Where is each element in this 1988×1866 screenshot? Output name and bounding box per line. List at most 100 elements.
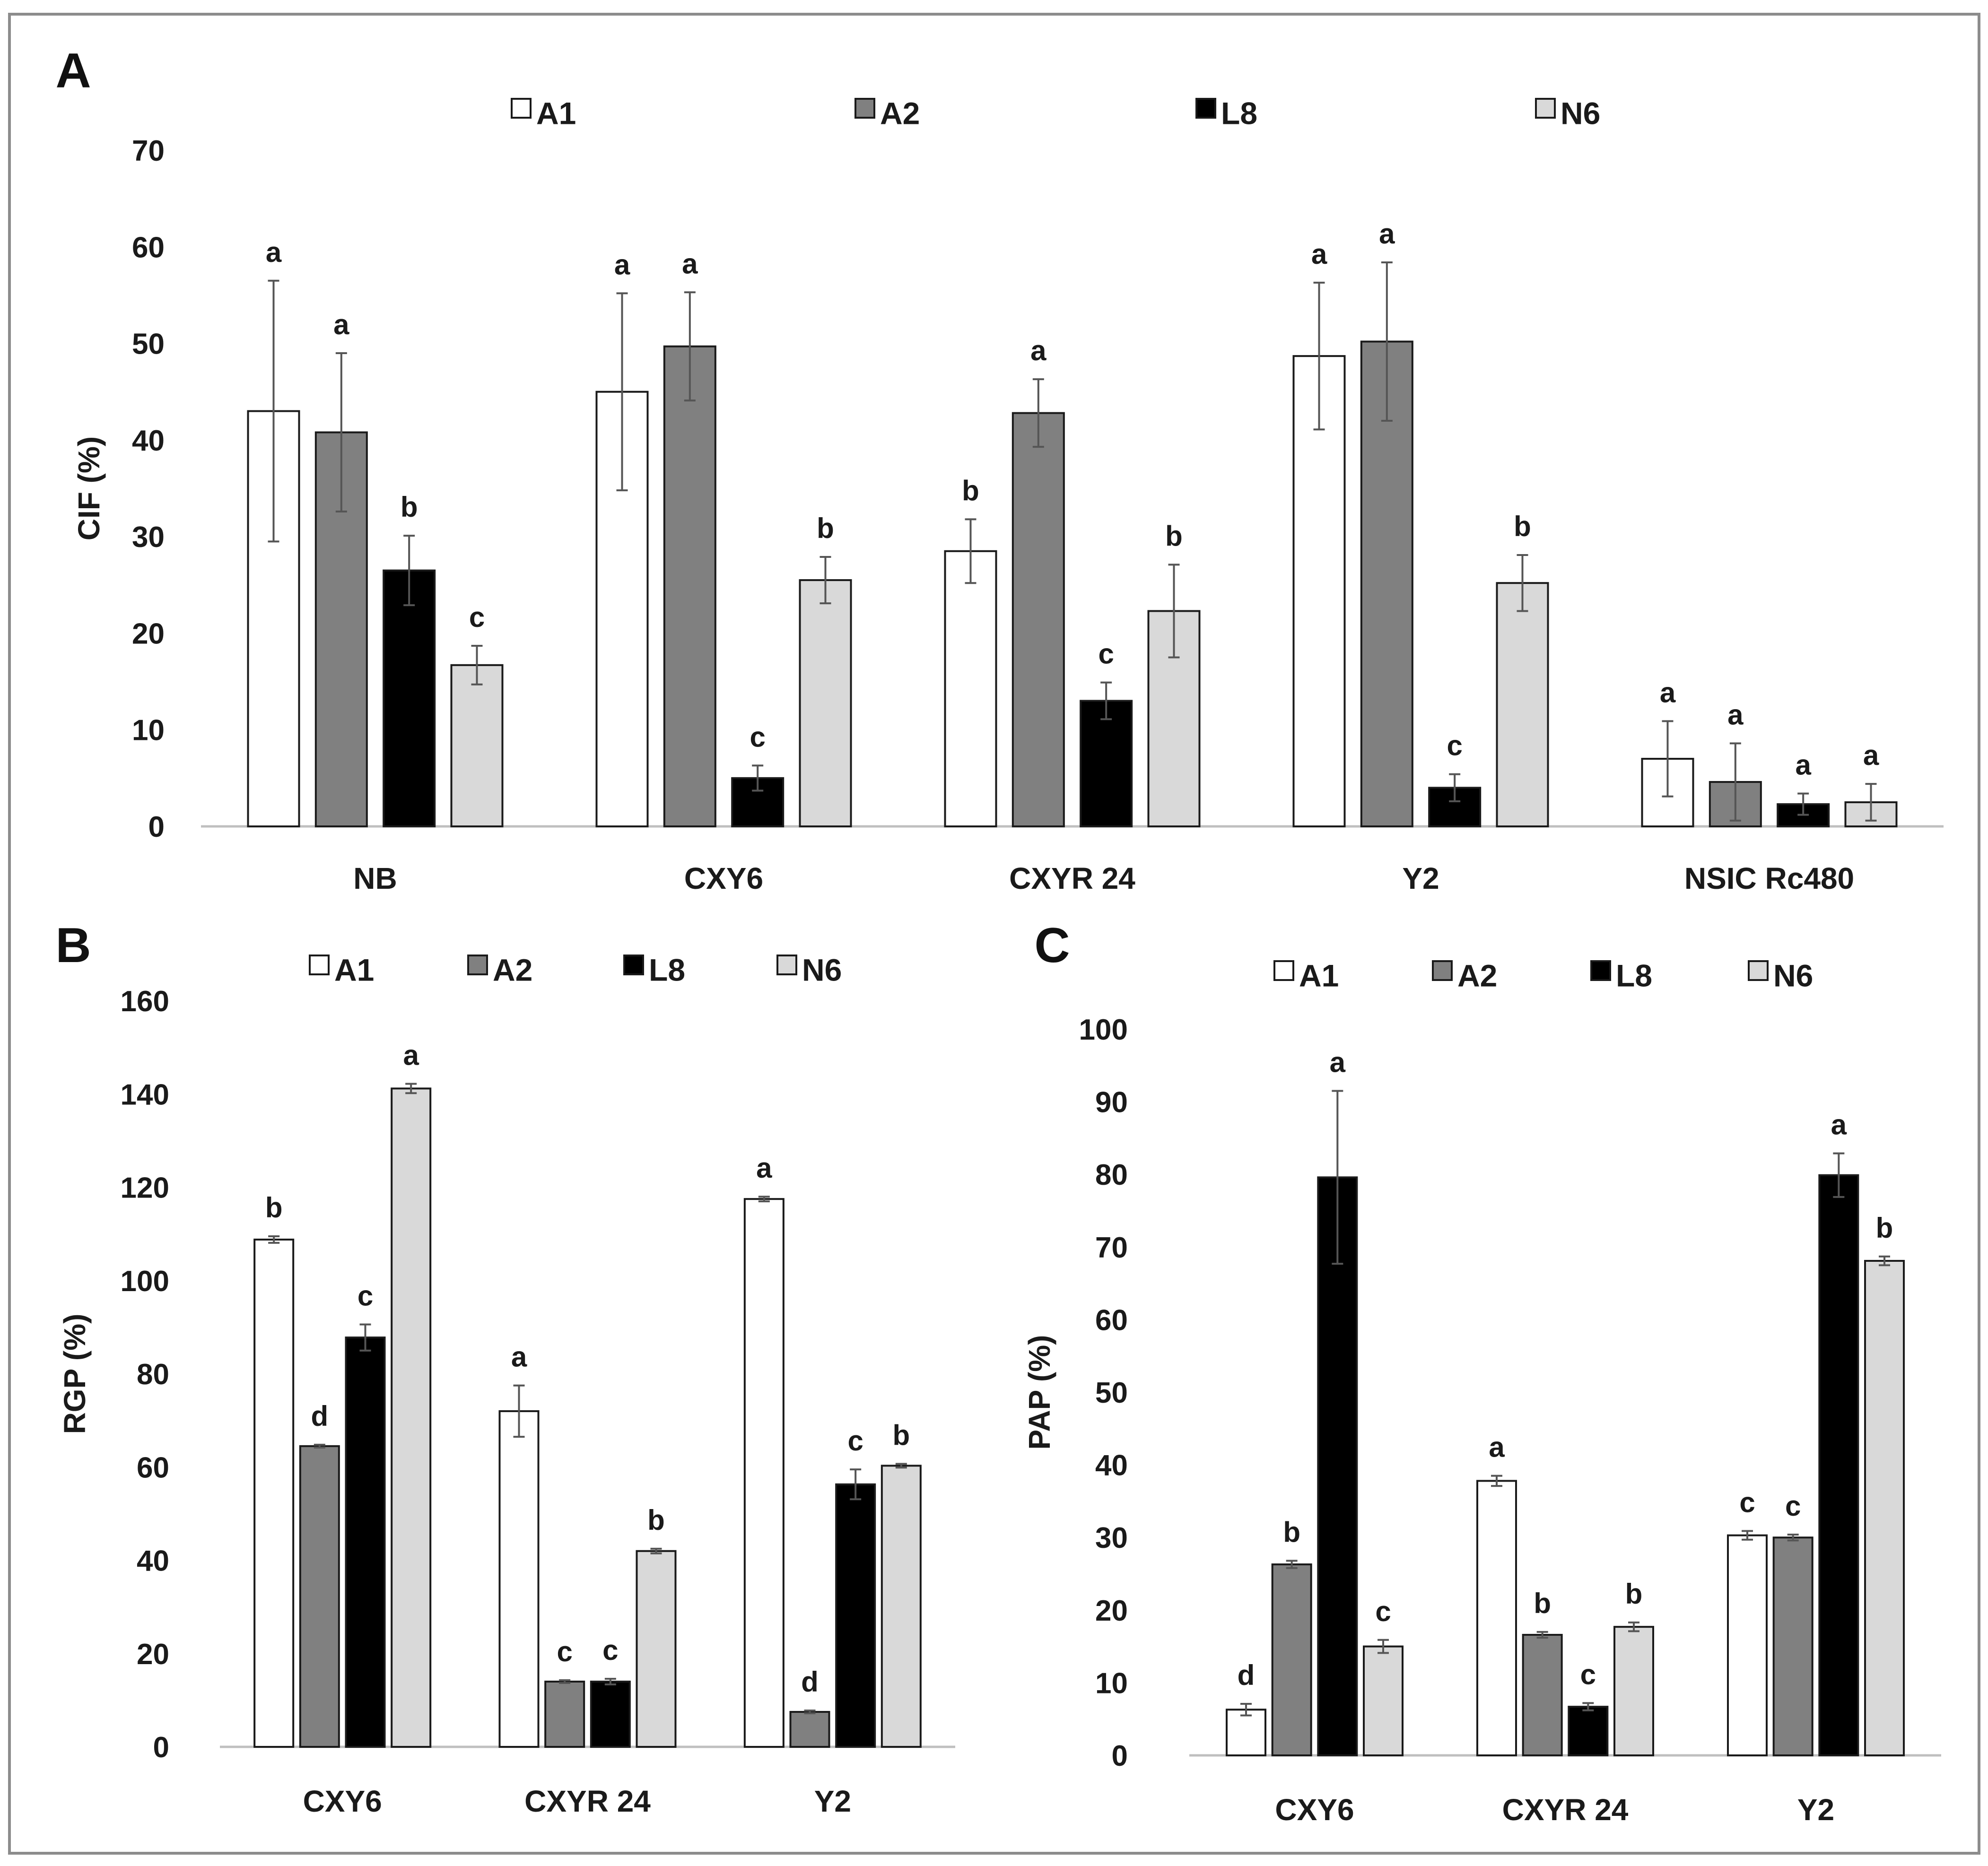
- legend-swatch-l8: [1195, 98, 1216, 119]
- y-tick-label: 0: [148, 811, 165, 843]
- y-tick-label: 10: [1095, 1667, 1128, 1700]
- significance-label: b: [401, 491, 418, 523]
- significance-label: d: [801, 1666, 819, 1698]
- bar-a1: [944, 550, 997, 828]
- bar-a1: [743, 1198, 785, 1748]
- significance-label: b: [1514, 511, 1531, 542]
- y-tick-label: 40: [132, 425, 165, 457]
- legend-label-a1: A1: [1299, 958, 1339, 993]
- significance-label: c: [357, 1280, 373, 1311]
- bar-l8: [1568, 1706, 1609, 1756]
- chart-panel-b: B A1 A2 L8 N6 RGP (%) 0 20 40 60 80 100 120 140 160 b d c…: [55, 918, 955, 1818]
- legend-label-n6: N6: [1561, 95, 1600, 130]
- significance-label: b: [962, 475, 979, 506]
- chart-panel-c: C A1 A2 L8 N6 PAP (%) 0 10 20 30 40 50 60 70 80 90 100 d b…: [1022, 918, 1941, 1827]
- y-tick-label: 60: [132, 231, 165, 264]
- significance-label: a: [1379, 218, 1395, 250]
- significance-label: a: [266, 236, 282, 268]
- y-tick-label: 20: [132, 617, 165, 650]
- legend-label-a2: A2: [880, 95, 920, 130]
- legend-label-a2: A2: [493, 952, 532, 987]
- y-tick-label: 0: [1112, 1740, 1128, 1772]
- y-tick-label: 140: [121, 1078, 169, 1111]
- y-tick-label: 80: [1095, 1159, 1128, 1191]
- bar-n6: [881, 1465, 922, 1748]
- legend-swatch-a1: [1273, 960, 1294, 981]
- bar-l8: [1080, 700, 1133, 828]
- significance-label: c: [1447, 730, 1462, 762]
- y-tick-label: 0: [153, 1731, 169, 1764]
- significance-label: a: [403, 1040, 419, 1071]
- bar-a2: [544, 1680, 585, 1748]
- significance-label: a: [1330, 1047, 1346, 1078]
- bar-n6: [636, 1550, 677, 1748]
- x-category-label: CXY6: [303, 1784, 382, 1818]
- significance-label: b: [647, 1504, 665, 1536]
- significance-label: a: [1030, 335, 1046, 366]
- bar-a2: [299, 1445, 340, 1748]
- y-tick-label: 90: [1095, 1086, 1128, 1119]
- y-tick-label: 60: [1095, 1304, 1128, 1337]
- legend-swatch-l8: [623, 955, 644, 975]
- bar-a2: [1522, 1634, 1563, 1756]
- bar-a2: [1360, 340, 1413, 827]
- significance-label: a: [1311, 238, 1327, 270]
- significance-label: a: [1489, 1432, 1505, 1463]
- significance-label: c: [1098, 638, 1114, 670]
- panel-label: B: [55, 918, 91, 973]
- legend-swatch-a1: [511, 98, 532, 119]
- y-tick-label: 50: [1095, 1377, 1128, 1409]
- bar-l8: [1818, 1174, 1859, 1757]
- y-tick-label: 50: [132, 328, 165, 361]
- y-tick-label: 10: [132, 714, 165, 747]
- significance-label: d: [311, 1400, 329, 1432]
- y-axis-label: PAP (%): [1022, 1335, 1056, 1450]
- significance-label: a: [682, 248, 698, 279]
- legend-label-a2: A2: [1457, 958, 1497, 993]
- significance-label: c: [557, 1636, 572, 1667]
- bar-n6: [391, 1087, 432, 1748]
- legend-swatch-a2: [467, 955, 488, 975]
- significance-label: b: [265, 1192, 283, 1224]
- y-tick-label: 100: [1079, 1014, 1128, 1046]
- significance-label: c: [1375, 1596, 1391, 1627]
- significance-label: a: [333, 309, 349, 340]
- significance-label: b: [1165, 520, 1183, 552]
- y-tick-label: 120: [121, 1172, 169, 1205]
- legend-label-l8: L8: [649, 952, 685, 987]
- legend-swatch-a1: [309, 955, 330, 975]
- significance-label: b: [893, 1419, 910, 1451]
- bar-a1: [1226, 1709, 1266, 1756]
- y-axis-label: RGP (%): [58, 1314, 92, 1434]
- bar-l8: [1317, 1176, 1358, 1756]
- legend-swatch-l8: [1590, 960, 1611, 981]
- panel-label: C: [1034, 918, 1070, 973]
- significance-label: a: [1831, 1109, 1847, 1141]
- y-tick-label: 70: [1095, 1232, 1128, 1264]
- bar-n6: [1613, 1626, 1654, 1756]
- y-tick-label: 160: [121, 985, 169, 1018]
- legend-swatch-n6: [776, 955, 797, 975]
- bar-n6: [1864, 1259, 1905, 1756]
- bar-l8: [345, 1337, 386, 1748]
- x-category-label: CXY6: [684, 861, 763, 895]
- legend-label-l8: L8: [1221, 95, 1257, 130]
- x-category-label: Y2: [814, 1784, 851, 1818]
- x-category-label: Y2: [1402, 861, 1439, 895]
- y-axis-label: CIF (%): [72, 436, 106, 540]
- significance-label: a: [614, 249, 630, 280]
- legend-label-l8: L8: [1616, 958, 1652, 993]
- significance-label: a: [511, 1341, 527, 1373]
- legend-swatch-a2: [1432, 960, 1453, 981]
- x-category-label: CXYR 24: [1009, 861, 1135, 895]
- significance-label: a: [1660, 677, 1676, 708]
- legend-label-n6: N6: [802, 952, 842, 987]
- bar-l8: [383, 569, 436, 827]
- significance-label: b: [1625, 1578, 1643, 1610]
- bar-l8: [835, 1483, 876, 1748]
- chart-panel-a: A A1 A2 L8 N6 CIF (%) 0 10 20 30 40 50 60 70 a a b c NB a a c…: [55, 43, 1944, 895]
- significance-label: b: [1876, 1212, 1893, 1244]
- x-category-label: NB: [353, 861, 397, 895]
- significance-label: c: [602, 1634, 618, 1666]
